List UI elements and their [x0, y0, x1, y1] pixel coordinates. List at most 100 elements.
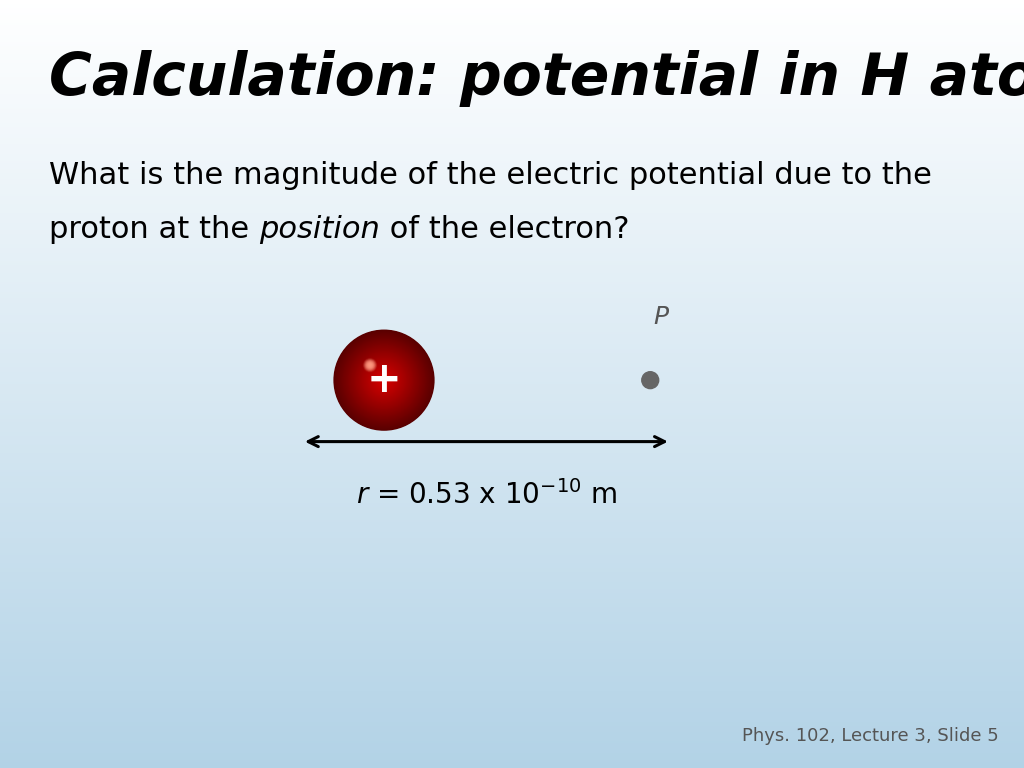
Ellipse shape	[367, 362, 374, 369]
Bar	[0, 561, 1024, 562]
Bar	[0, 319, 1024, 321]
Bar	[0, 713, 1024, 714]
Bar	[0, 38, 1024, 40]
Bar	[0, 68, 1024, 69]
Bar	[0, 534, 1024, 536]
Bar	[0, 470, 1024, 472]
Ellipse shape	[376, 372, 392, 389]
Bar	[0, 69, 1024, 71]
Ellipse shape	[359, 356, 409, 404]
Bar	[0, 634, 1024, 636]
Bar	[0, 77, 1024, 79]
Bar	[0, 313, 1024, 315]
Bar	[0, 541, 1024, 544]
Bar	[0, 730, 1024, 731]
Ellipse shape	[365, 360, 375, 370]
Bar	[0, 246, 1024, 248]
Bar	[0, 102, 1024, 104]
Bar	[0, 432, 1024, 434]
Bar	[0, 507, 1024, 508]
Bar	[0, 64, 1024, 65]
Ellipse shape	[366, 361, 374, 369]
Ellipse shape	[371, 367, 397, 393]
Bar	[0, 647, 1024, 649]
Bar	[0, 17, 1024, 19]
Ellipse shape	[344, 340, 424, 420]
Bar	[0, 682, 1024, 684]
Bar	[0, 384, 1024, 386]
Text: proton at the: proton at the	[49, 215, 259, 244]
Ellipse shape	[348, 344, 420, 416]
Bar	[0, 37, 1024, 38]
Ellipse shape	[342, 339, 426, 422]
Ellipse shape	[361, 358, 407, 402]
Bar	[0, 169, 1024, 171]
Bar	[0, 678, 1024, 680]
Ellipse shape	[382, 378, 386, 382]
Bar	[0, 190, 1024, 192]
Bar	[0, 588, 1024, 590]
Bar	[0, 238, 1024, 240]
Bar	[0, 641, 1024, 644]
Ellipse shape	[366, 362, 402, 399]
Bar	[0, 109, 1024, 111]
Bar	[0, 539, 1024, 541]
Bar	[0, 164, 1024, 165]
Bar	[0, 480, 1024, 482]
Text: Calculation: potential in H atom: Calculation: potential in H atom	[49, 50, 1024, 107]
Bar	[0, 486, 1024, 488]
Bar	[0, 749, 1024, 751]
Bar	[0, 666, 1024, 668]
Bar	[0, 605, 1024, 607]
Ellipse shape	[372, 368, 396, 392]
Bar	[0, 693, 1024, 695]
Bar	[0, 722, 1024, 723]
Bar	[0, 117, 1024, 119]
Bar	[0, 653, 1024, 654]
Bar	[0, 657, 1024, 659]
Bar	[0, 223, 1024, 224]
Bar	[0, 247, 1024, 250]
Bar	[0, 674, 1024, 676]
Bar	[0, 338, 1024, 340]
Bar	[0, 508, 1024, 511]
Bar	[0, 495, 1024, 498]
Ellipse shape	[377, 373, 391, 387]
Bar	[0, 522, 1024, 524]
Bar	[0, 227, 1024, 229]
Bar	[0, 346, 1024, 347]
Bar	[0, 219, 1024, 221]
Bar	[0, 35, 1024, 37]
Bar	[0, 453, 1024, 455]
Bar	[0, 538, 1024, 539]
Bar	[0, 637, 1024, 639]
Bar	[0, 315, 1024, 316]
Bar	[0, 426, 1024, 429]
Bar	[0, 687, 1024, 690]
Bar	[0, 584, 1024, 586]
Ellipse shape	[383, 379, 385, 381]
Bar	[0, 492, 1024, 494]
Bar	[0, 209, 1024, 211]
Ellipse shape	[364, 359, 404, 401]
Bar	[0, 121, 1024, 123]
Bar	[0, 179, 1024, 180]
Bar	[0, 528, 1024, 530]
Bar	[0, 462, 1024, 465]
Bar	[0, 152, 1024, 154]
Bar	[0, 8, 1024, 9]
Bar	[0, 137, 1024, 138]
Bar	[0, 468, 1024, 470]
Ellipse shape	[373, 369, 395, 392]
Ellipse shape	[381, 377, 387, 383]
Bar	[0, 736, 1024, 737]
Ellipse shape	[368, 363, 373, 367]
Bar	[0, 332, 1024, 334]
Bar	[0, 13, 1024, 15]
Bar	[0, 144, 1024, 146]
Bar	[0, 150, 1024, 152]
Bar	[0, 310, 1024, 311]
Bar	[0, 183, 1024, 184]
Bar	[0, 516, 1024, 518]
Bar	[0, 753, 1024, 754]
